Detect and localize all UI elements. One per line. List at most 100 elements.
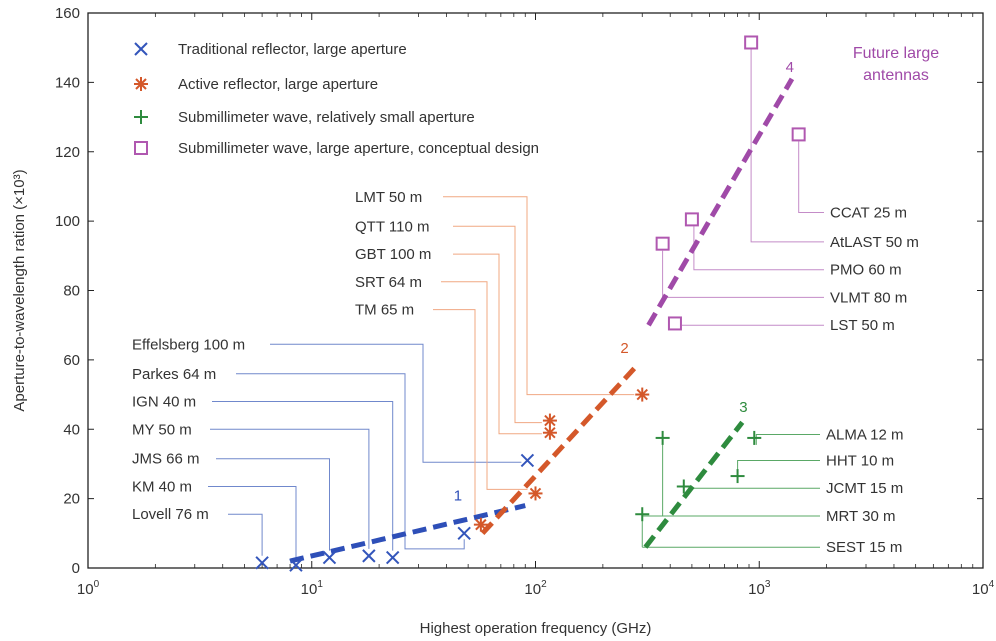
marker-asterisk: [473, 517, 488, 532]
legend-label: Active reflector, large aperture: [178, 76, 378, 93]
marker-x: [322, 550, 337, 565]
point-label: LMT 50 m: [355, 189, 422, 206]
trend-label-1: 1: [454, 487, 462, 504]
trend-label-2: 2: [620, 340, 628, 357]
point-label: AtLAST 50 m: [830, 234, 919, 251]
point-label: LST 50 m: [830, 317, 895, 334]
marker-plus: [655, 430, 670, 445]
leader-line: [208, 486, 297, 559]
marker-x: [457, 526, 471, 541]
marker-asterisk: [635, 387, 650, 402]
point-label: Parkes 64 m: [132, 366, 216, 383]
leader-line: [750, 49, 824, 243]
marker-square: [134, 141, 148, 155]
marker-asterisk: [542, 425, 557, 440]
future-annotation: Future large antennas: [853, 45, 939, 84]
legend-label: Submillimeter wave, large aperture, conc…: [178, 140, 539, 157]
point-label: JCMT 15 m: [826, 480, 903, 497]
trend-line-2: [480, 361, 641, 536]
leader-line: [236, 373, 465, 550]
data-markers: [255, 35, 806, 572]
point-label: HHT 10 m: [826, 452, 894, 469]
leader-line: [270, 343, 522, 463]
marker-asterisk: [542, 413, 557, 428]
point-label: CCAT 25 m: [830, 204, 907, 221]
x-tick-label: 102: [524, 579, 547, 598]
point-label: IGN 40 m: [132, 394, 196, 411]
y-tick-label: 60: [63, 352, 80, 369]
x-tick-label: 100: [77, 579, 100, 598]
marker-plus: [676, 479, 691, 494]
marker-plus: [730, 469, 745, 484]
point-label: GBT 100 m: [355, 246, 431, 263]
marker-asterisk: [528, 486, 543, 501]
y-tick-label: 160: [55, 5, 80, 22]
trend-line-1: [289, 503, 526, 564]
marker-square: [667, 316, 682, 331]
marker-x: [520, 453, 535, 468]
leader-line: [737, 460, 820, 470]
y-tick-label: 120: [55, 144, 80, 161]
point-label: PMO 60 m: [830, 262, 902, 279]
point-labels: Lovell 76 m KM 40 m JMS 66 m MY 50 m IGN 40 …: [132, 189, 919, 556]
trend-label-3: 3: [739, 399, 747, 416]
annotation-line: Future large: [853, 45, 939, 62]
point-label: MRT 30 m: [826, 508, 895, 525]
marker-square: [684, 212, 699, 227]
leader-line: [212, 401, 394, 551]
y-tick-label: 0: [72, 560, 80, 577]
leader-line: [433, 309, 476, 517]
trend-label-4: 4: [786, 59, 794, 76]
trend-lines: 1 2 3 4: [289, 59, 795, 564]
legend-label: Traditional reflector, large aperture: [178, 41, 407, 58]
y-tick-label: 40: [63, 421, 80, 438]
trend-line-3: [643, 420, 745, 549]
point-label: QTT 110 m: [355, 218, 429, 235]
leader-line: [662, 250, 824, 298]
point-label: KM 40 m: [132, 478, 192, 495]
annotation-line: antennas: [863, 67, 929, 84]
point-label: MY 50 m: [132, 421, 192, 438]
x-tick-label: 104: [972, 579, 995, 598]
marker-square: [655, 236, 670, 251]
point-label: JMS 66 m: [132, 451, 200, 468]
y-tick-label: 100: [55, 213, 80, 230]
marker-x: [385, 550, 400, 565]
marker-x: [362, 549, 376, 563]
legend-label: Submillimeter wave, relatively small ape…: [178, 109, 475, 126]
y-tick-label: 20: [63, 491, 80, 508]
leader-line: [453, 225, 542, 424]
leader-line: [228, 513, 263, 556]
leader-line: [443, 196, 635, 396]
point-label: VLMT 80 m: [830, 289, 907, 306]
legend: Traditional reflector, large aperture Act…: [134, 41, 539, 157]
x-tick-label: 101: [301, 579, 324, 598]
y-tick-label: 140: [55, 74, 80, 91]
x-tick-label: 103: [748, 579, 771, 598]
y-tick-label: 80: [63, 283, 80, 300]
marker-x: [255, 556, 269, 570]
leader-line: [453, 253, 542, 435]
marker-plus: [747, 430, 762, 445]
marker-x: [289, 558, 303, 572]
leader-line: [755, 434, 820, 445]
point-label: TM 65 m: [355, 302, 414, 319]
marker-plus: [134, 110, 148, 124]
marker-plus: [635, 507, 650, 522]
marker-square: [744, 35, 759, 50]
leader-line: [693, 226, 824, 271]
leader-line: [441, 281, 528, 490]
point-label: ALMA 12 m: [826, 426, 904, 443]
marker-x: [134, 42, 148, 56]
marker-square: [791, 127, 806, 142]
point-label: SEST 15 m: [826, 539, 902, 556]
leader-line: [216, 458, 330, 551]
leader-line: [798, 141, 824, 213]
y-axis-label: Aperture-to-wavelength ration (×10³): [11, 169, 28, 411]
point-label: Lovell 76 m: [132, 506, 209, 523]
x-axis-label: Highest operation frequency (GHz): [420, 620, 652, 637]
y-axis: 0 20 40 60 80 100 120 140 160: [55, 5, 983, 577]
marker-asterisk: [134, 77, 148, 91]
point-label: SRT 64 m: [355, 274, 422, 291]
